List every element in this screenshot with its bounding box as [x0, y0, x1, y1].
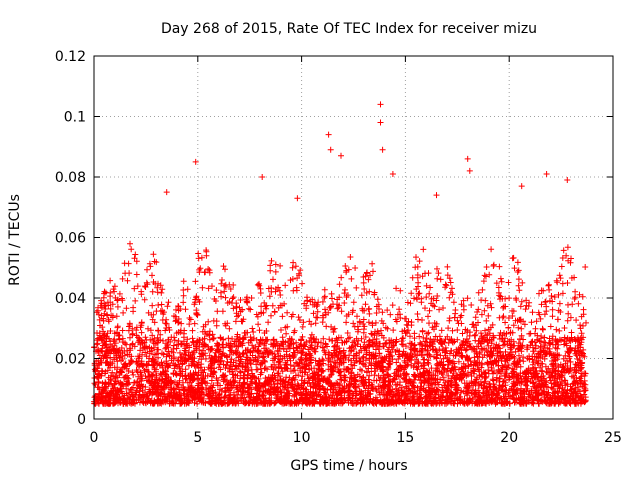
y-tick-label: 0.1 — [64, 110, 86, 126]
chart-title: Day 268 of 2015, Rate Of TEC Index for r… — [161, 21, 537, 37]
y-tick-label: 0.02 — [55, 352, 86, 368]
x-axis-ticks: 0 5 10 15 20 25 — [90, 56, 622, 446]
roti-point-markers — [91, 101, 589, 407]
data-points — [91, 101, 589, 407]
x-tick-label: 15 — [396, 430, 414, 446]
x-tick-label: 20 — [500, 430, 518, 446]
x-axis-label: GPS time / hours — [290, 458, 407, 474]
x-tick-label: 5 — [193, 430, 202, 446]
y-tick-label: 0.08 — [55, 170, 86, 186]
x-tick-label: 10 — [293, 430, 311, 446]
y-axis-ticks: 0 0.02 0.04 0.06 0.08 0.1 0.12 — [55, 49, 613, 428]
y-tick-label: 0.12 — [55, 49, 86, 65]
x-tick-label: 0 — [90, 430, 99, 446]
y-axis-label: ROTI / TECUs — [7, 194, 23, 286]
y-tick-label: 0.04 — [55, 291, 86, 307]
y-tick-label: 0.06 — [55, 231, 86, 247]
x-tick-label: 25 — [604, 430, 622, 446]
y-tick-label: 0 — [77, 412, 86, 428]
